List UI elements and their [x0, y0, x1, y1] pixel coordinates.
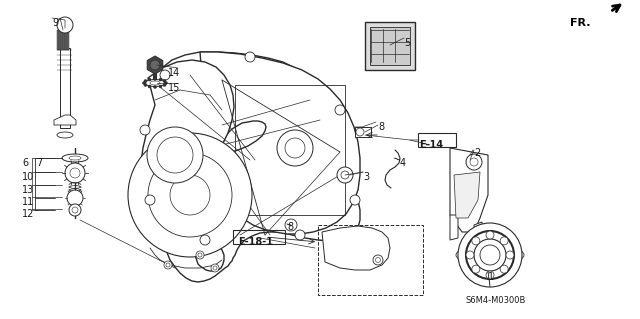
Text: 6: 6: [22, 158, 28, 168]
Polygon shape: [450, 148, 488, 232]
Circle shape: [145, 195, 155, 205]
Bar: [235, 85, 345, 215]
Text: 1: 1: [488, 272, 494, 282]
Polygon shape: [145, 200, 224, 271]
Circle shape: [285, 219, 297, 231]
Text: 8: 8: [378, 122, 384, 132]
Bar: [418, 133, 456, 147]
Circle shape: [466, 154, 482, 170]
Circle shape: [335, 105, 345, 115]
Polygon shape: [54, 115, 76, 125]
Circle shape: [486, 231, 494, 239]
Circle shape: [295, 230, 305, 240]
Circle shape: [472, 237, 480, 245]
Circle shape: [140, 125, 150, 135]
Circle shape: [148, 78, 151, 81]
Circle shape: [69, 204, 81, 216]
Circle shape: [144, 79, 147, 83]
Polygon shape: [450, 215, 458, 240]
Circle shape: [458, 223, 522, 287]
Polygon shape: [322, 226, 390, 270]
Ellipse shape: [62, 154, 88, 162]
Text: E-18-1: E-18-1: [238, 237, 273, 247]
Circle shape: [196, 251, 204, 259]
Text: 13: 13: [22, 185, 35, 195]
Circle shape: [337, 167, 353, 183]
Bar: [365, 22, 415, 70]
Bar: [370, 27, 410, 65]
Polygon shape: [474, 222, 484, 248]
Bar: [318, 225, 423, 295]
Circle shape: [277, 130, 313, 166]
Text: FR.: FR.: [570, 18, 591, 28]
Text: 11: 11: [22, 197, 35, 207]
Circle shape: [159, 85, 162, 88]
Circle shape: [506, 251, 514, 259]
Circle shape: [356, 128, 364, 136]
Circle shape: [486, 271, 494, 279]
Circle shape: [144, 84, 147, 86]
Text: 12: 12: [22, 209, 35, 219]
Text: 9: 9: [52, 18, 58, 28]
Text: 8: 8: [287, 222, 293, 232]
Bar: [355, 127, 371, 137]
Circle shape: [163, 79, 166, 83]
Bar: [65, 30, 67, 50]
Bar: [59, 30, 61, 50]
Circle shape: [350, 195, 360, 205]
Circle shape: [159, 78, 162, 81]
Text: 5: 5: [404, 38, 410, 48]
Circle shape: [466, 251, 474, 259]
Circle shape: [500, 265, 508, 273]
Circle shape: [200, 235, 210, 245]
Text: S6M4-M0300B: S6M4-M0300B: [465, 296, 525, 305]
Bar: [61, 30, 63, 50]
Polygon shape: [200, 52, 360, 234]
Ellipse shape: [145, 79, 165, 86]
Circle shape: [154, 78, 157, 80]
Circle shape: [65, 163, 85, 183]
Circle shape: [163, 84, 166, 86]
Bar: [67, 30, 69, 50]
Bar: [60, 48, 70, 128]
Circle shape: [500, 237, 508, 245]
Circle shape: [164, 81, 168, 85]
Circle shape: [57, 17, 73, 33]
Text: 14: 14: [168, 68, 180, 78]
Polygon shape: [155, 52, 360, 282]
Circle shape: [373, 255, 383, 265]
Circle shape: [160, 70, 170, 80]
Text: 7: 7: [36, 158, 42, 168]
Circle shape: [67, 190, 83, 206]
Circle shape: [128, 133, 252, 257]
Text: 15: 15: [168, 83, 180, 93]
Circle shape: [147, 127, 203, 183]
Bar: [57, 30, 59, 50]
Circle shape: [150, 60, 160, 70]
Circle shape: [148, 85, 151, 88]
Circle shape: [474, 239, 506, 271]
Circle shape: [154, 85, 157, 88]
Circle shape: [472, 265, 480, 273]
Bar: [233, 230, 285, 244]
Circle shape: [245, 52, 255, 62]
Polygon shape: [454, 172, 480, 218]
Polygon shape: [140, 60, 234, 201]
Text: 10: 10: [22, 172, 35, 182]
Circle shape: [143, 81, 145, 85]
Text: 2: 2: [474, 148, 480, 158]
Ellipse shape: [57, 132, 73, 138]
Text: E-14: E-14: [419, 140, 443, 150]
Text: 4: 4: [400, 158, 406, 168]
Circle shape: [211, 264, 219, 272]
Circle shape: [164, 261, 172, 269]
Bar: [63, 30, 65, 50]
Text: 3: 3: [363, 172, 369, 182]
